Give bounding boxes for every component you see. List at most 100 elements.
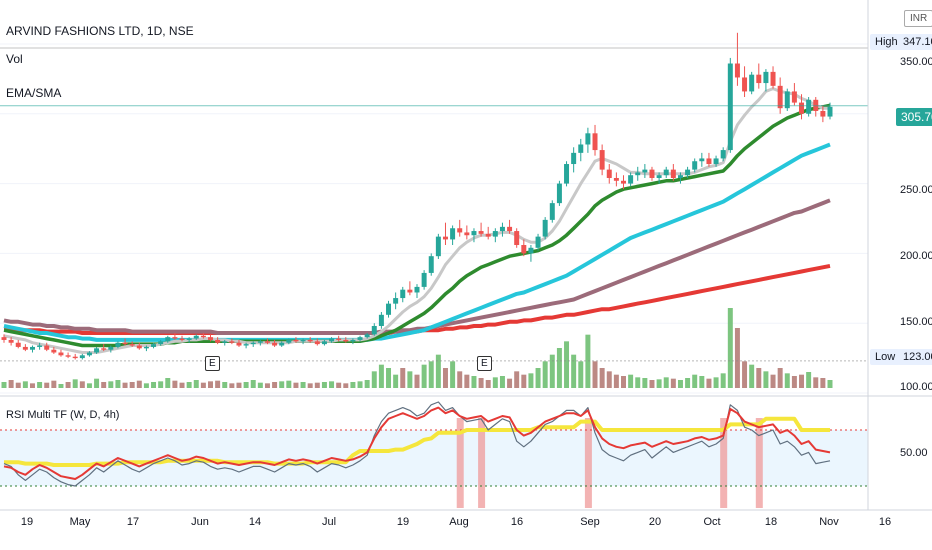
volume-bar xyxy=(499,376,505,388)
volume-bar xyxy=(628,374,634,388)
candle-body xyxy=(350,339,356,342)
volume-bar xyxy=(692,374,698,388)
time-tick: Aug xyxy=(449,516,469,528)
candle-body xyxy=(72,356,78,359)
volume-bar xyxy=(613,374,619,388)
candle-body xyxy=(215,339,221,343)
candle xyxy=(435,233,441,259)
rsi-panel xyxy=(0,401,868,508)
time-tick: Jul xyxy=(321,516,337,528)
candle xyxy=(143,345,149,352)
ma-mauve-line xyxy=(3,198,831,335)
candle xyxy=(208,334,213,342)
ma-cyan-line xyxy=(3,142,831,342)
vol-indicator-label[interactable]: Vol xyxy=(6,52,23,66)
candle xyxy=(677,172,683,184)
rsi-indicator-label[interactable]: RSI Multi TF (W, D, 4h) xyxy=(6,409,120,421)
candle-body xyxy=(200,335,206,338)
candle xyxy=(136,342,142,350)
volume-bar xyxy=(677,380,683,388)
candle-body xyxy=(264,341,270,343)
volume-bar xyxy=(813,377,819,388)
candle-body xyxy=(172,337,178,339)
candle-body xyxy=(371,325,377,335)
volume-bar xyxy=(208,381,213,388)
candle-body xyxy=(293,339,299,342)
candle xyxy=(79,353,85,360)
candle xyxy=(756,63,762,89)
candle-body xyxy=(257,341,263,343)
earnings-marker[interactable]: E xyxy=(477,356,492,371)
candle xyxy=(186,337,192,343)
candle xyxy=(571,147,577,173)
volume-bar xyxy=(635,377,641,388)
volume-bar xyxy=(343,383,349,388)
candle xyxy=(542,217,548,240)
candle xyxy=(44,342,50,352)
candle xyxy=(613,172,619,187)
rsi-alert-bar xyxy=(584,418,592,508)
volume-bar xyxy=(806,372,812,388)
earnings-marker[interactable]: E xyxy=(205,356,220,371)
candle-body xyxy=(442,236,448,240)
volume-bar xyxy=(272,382,278,388)
volume-bar xyxy=(421,364,427,388)
price-tick: 350.00 xyxy=(900,56,932,68)
candle-body xyxy=(8,339,14,343)
candle-body xyxy=(357,337,363,340)
volume-bar xyxy=(763,371,769,388)
rsi-alert-bar xyxy=(720,418,728,508)
candle xyxy=(592,124,598,156)
candle-body xyxy=(599,150,605,170)
candle-body xyxy=(364,334,370,338)
low-label: Low xyxy=(870,349,901,365)
candle xyxy=(599,144,605,176)
candle-body xyxy=(549,203,555,220)
volume-bar xyxy=(414,374,420,388)
candle xyxy=(378,312,384,329)
candle-body xyxy=(578,144,584,153)
candle-body xyxy=(749,74,755,92)
candle xyxy=(386,300,392,318)
candle xyxy=(507,219,513,234)
candle-body xyxy=(222,341,228,343)
candle-body xyxy=(300,339,306,342)
candle xyxy=(222,339,228,346)
candle xyxy=(72,353,78,360)
candle-body xyxy=(464,232,470,236)
candle xyxy=(179,335,185,342)
candle xyxy=(535,233,541,251)
time-tick: 16 xyxy=(510,516,524,528)
candle xyxy=(578,138,584,162)
candle-body xyxy=(414,286,420,293)
volume-bar xyxy=(442,368,448,388)
candle-body xyxy=(108,346,114,350)
high-value: 347.10 xyxy=(898,34,932,50)
candle-body xyxy=(407,289,413,293)
candle xyxy=(799,94,805,120)
candle xyxy=(777,77,783,114)
time-tick: 19 xyxy=(20,516,34,528)
ema-sma-indicator-label[interactable]: EMA/SMA xyxy=(6,86,62,100)
volume-bar xyxy=(215,380,221,388)
time-tick: 16 xyxy=(878,516,892,528)
volume-bar xyxy=(784,373,790,388)
volume-bar xyxy=(1,382,7,388)
candle-body xyxy=(79,355,85,359)
candle xyxy=(457,219,463,237)
candle-body xyxy=(336,338,342,340)
price-tick: 100.00 xyxy=(900,381,932,393)
volume-bar xyxy=(713,377,719,388)
time-tick: Jun xyxy=(191,516,209,528)
candle-body xyxy=(229,341,235,343)
low-value: 123.00 xyxy=(898,349,932,365)
volume-bar xyxy=(656,379,662,388)
volume-bar xyxy=(827,380,833,388)
candle-body xyxy=(129,344,135,346)
candle xyxy=(628,172,634,187)
candle xyxy=(243,342,249,349)
candle-body xyxy=(143,346,149,349)
candle xyxy=(549,200,555,223)
volume-bar xyxy=(777,368,783,388)
volume-bar xyxy=(136,380,142,388)
